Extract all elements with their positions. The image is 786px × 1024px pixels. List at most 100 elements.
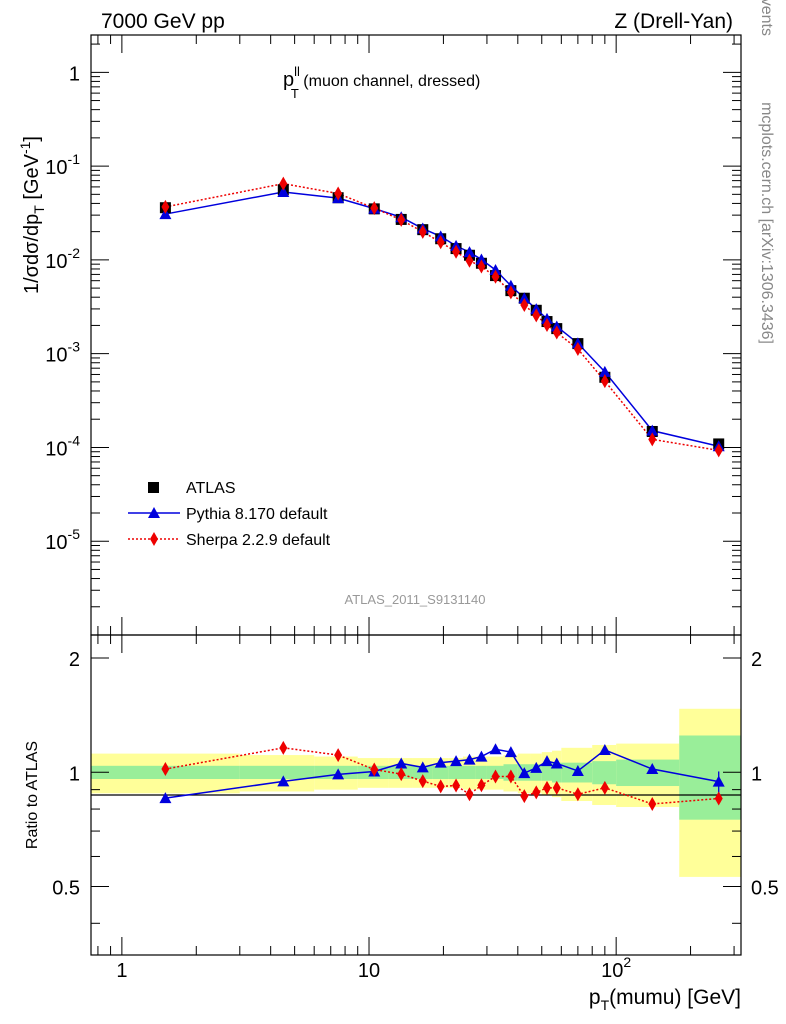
sherpa-ratio-point	[714, 791, 723, 806]
sherpa-ratio-point	[161, 762, 170, 777]
legend-label-atlas: ATLAS	[186, 480, 236, 497]
x-tick-label: 10	[358, 960, 380, 982]
x-tick-labels: 1 10 102	[116, 954, 631, 982]
sherpa-ratio-point	[600, 780, 609, 795]
sherpa-ratio-point	[418, 774, 427, 789]
y-tick-label: 1	[69, 763, 80, 785]
sherpa-point	[573, 342, 582, 357]
header-left: 7000 GeV pp	[101, 10, 225, 33]
ratio-axis-ticks	[91, 635, 741, 955]
y-tick-label: 10-2	[45, 245, 80, 273]
sherpa-point	[397, 212, 406, 227]
stat-uncertainty-band	[239, 765, 315, 780]
sherpa-ratio-point	[436, 779, 445, 794]
stat-uncertainty-band	[462, 765, 476, 780]
sherpa-ratio-point	[491, 769, 500, 784]
y-tick-label: 1	[69, 63, 80, 85]
sherpa-ratio-point	[279, 740, 288, 755]
pythia-ratio-point	[450, 755, 463, 767]
main-y-axis-title: 1/σdσ/dpT [GeV-1]	[17, 136, 47, 294]
main-series-lines	[165, 182, 719, 452]
sherpa-point	[600, 374, 609, 389]
sherpa-point	[279, 176, 288, 191]
pythia-ratio-point	[646, 763, 659, 775]
sherpa-point	[477, 259, 486, 274]
pythia-ratio-point	[571, 764, 584, 776]
pythia-ratio-point	[434, 756, 447, 768]
legend: ATLAS Pythia 8.170 default Sherpa 2.2.9 …	[128, 480, 331, 549]
pythia-ratio-point	[277, 775, 290, 787]
pythia-ratio-point	[416, 761, 429, 773]
y-tick-label-right: 0.5	[751, 878, 779, 900]
sherpa-ratio-point	[552, 780, 561, 795]
sherpa-point	[506, 285, 515, 300]
sherpa-ratio-point	[532, 785, 541, 800]
x-tick-label: 1	[116, 960, 127, 982]
sherpa-point	[552, 325, 561, 340]
pythia-ratio-point	[489, 743, 502, 755]
x-tick-label: 102	[601, 954, 631, 982]
legend-entry-sherpa: Sherpa 2.2.9 default	[128, 532, 331, 549]
stat-uncertainty-band	[679, 735, 741, 820]
sherpa-point	[418, 224, 427, 239]
pythia-ratio-point	[159, 792, 172, 804]
sherpa-point	[491, 269, 500, 284]
sherpa-point	[714, 443, 723, 458]
sherpa-ratio-point	[520, 789, 529, 804]
pythia-ratio-point	[504, 746, 517, 758]
ratio-y-tick-labels: 0.5 0.5 1 1 2 2	[52, 649, 779, 899]
sherpa-point	[532, 308, 541, 323]
pythia-ratio-point	[463, 753, 476, 765]
main-panel: 10-5 10-4 10-3 10-2 10-1 1	[45, 34, 742, 636]
stat-uncertainty-band	[475, 765, 487, 780]
main-data-points	[159, 176, 725, 458]
sherpa-point	[161, 199, 170, 214]
ratio-data-points	[159, 740, 725, 811]
sherpa-point	[542, 318, 551, 333]
pythia-ratio-point	[475, 750, 488, 762]
pythia-ratio-point	[332, 768, 345, 780]
pythia-point	[489, 263, 502, 275]
pythia-ratio-point	[518, 767, 531, 779]
stat-uncertainty-band	[592, 761, 617, 785]
sherpa-point	[452, 244, 461, 259]
pythia-point	[277, 185, 290, 197]
pythia-ratio-line	[165, 748, 719, 799]
stat-uncertainty-band	[432, 765, 449, 780]
sherpa-point	[520, 298, 529, 313]
main-y-tick-labels: 10-5 10-4 10-3 10-2 10-1 1	[45, 63, 80, 554]
pythia-point	[475, 253, 488, 265]
main-axis-ticks	[91, 35, 741, 636]
y-tick-label: 10-5	[45, 526, 80, 554]
sherpa-point	[465, 253, 474, 268]
pythia-point	[518, 292, 531, 304]
legend-label-pythia: Pythia 8.170 default	[186, 506, 328, 523]
y-tick-label-right: 1	[751, 763, 762, 785]
sherpa-ratio-point	[397, 767, 406, 782]
sherpa-point	[436, 235, 445, 250]
sherpa-ratio-point	[370, 762, 379, 777]
legend-entry-atlas: ATLAS	[148, 480, 236, 497]
legend-entry-pythia: Pythia 8.170 default	[128, 506, 328, 523]
y-tick-label: 10-4	[45, 432, 80, 460]
stat-uncertainty-band	[541, 764, 552, 781]
svg-text:1/σdσ/dpT [GeV-1]: 1/σdσ/dpT [GeV-1]	[17, 136, 47, 294]
legend-marker-square	[148, 482, 159, 493]
pythia-ratio-point	[712, 775, 725, 787]
ratio-y-axis-title: Ratio to ATLAS	[24, 741, 41, 849]
ratio-uncertainty-bands	[91, 708, 741, 877]
y-tick-label: 0.5	[52, 878, 80, 900]
header-right: Z (Drell-Yan)	[614, 10, 733, 33]
stat-uncertainty-band	[551, 762, 562, 783]
sherpa-ratio-point	[573, 787, 582, 802]
pythia-ratio-point	[530, 761, 543, 773]
sherpa-ratio-point	[334, 748, 343, 763]
y-tick-label-right: 2	[751, 649, 762, 671]
legend-marker-diamond	[150, 532, 158, 546]
pythia-ratio-point	[598, 743, 611, 755]
y-tick-label: 10-3	[45, 339, 80, 367]
legend-label-sherpa: Sherpa 2.2.9 default	[186, 532, 331, 549]
sherpa-ratio-point	[452, 778, 461, 793]
x-axis-title: pT(mumu) [GeV]	[589, 986, 741, 1013]
